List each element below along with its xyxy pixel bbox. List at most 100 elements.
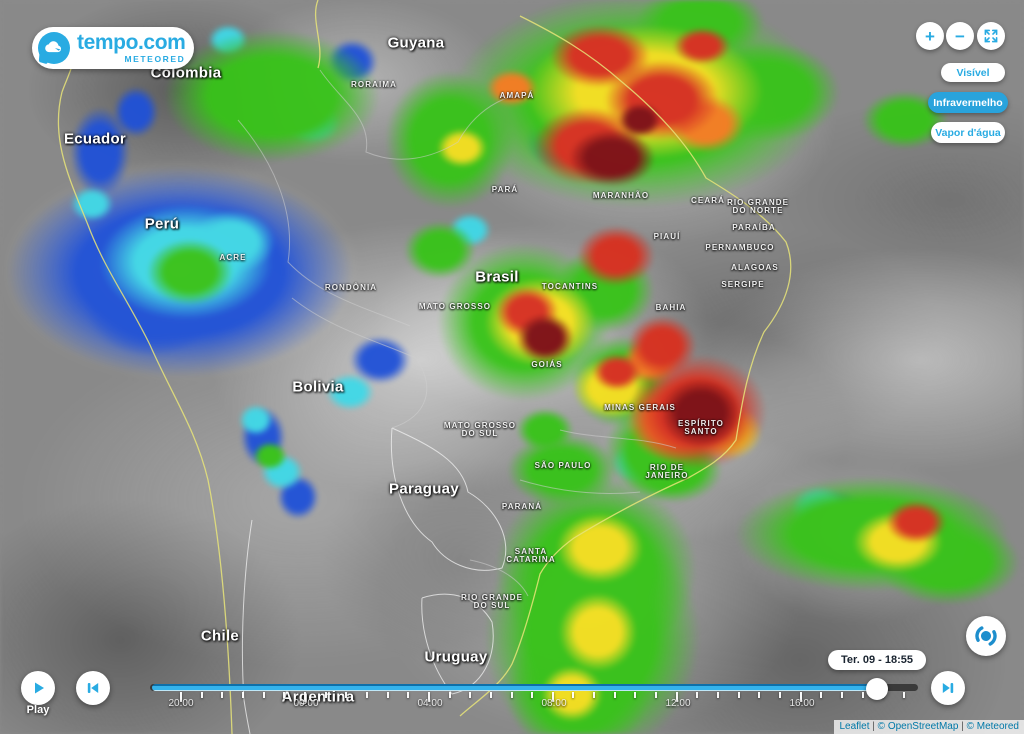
timeline-minor-tick [241, 692, 244, 698]
skip-to-end-icon [942, 683, 954, 693]
timeline-major-tick [799, 692, 802, 702]
timeline-minor-tick [634, 692, 637, 698]
timeline-minor-tick [200, 692, 203, 698]
timeline-minor-tick [221, 692, 224, 698]
country-label: Argentina [281, 688, 355, 706]
state-label: RIO GRANDE DO SUL [460, 593, 524, 610]
timeline-tick-label: 04:00 [417, 698, 443, 709]
country-label: Perú [144, 215, 180, 233]
country-label: Brasil [475, 268, 519, 286]
play-icon [35, 682, 44, 694]
state-label: RIO DE JANEIRO [645, 463, 689, 480]
timeline-tick-label: 20:00 [168, 698, 194, 709]
state-label: CEARÁ [691, 196, 725, 205]
state-label: PERNAMBUCO [705, 243, 775, 252]
skip-to-start-icon [87, 683, 99, 693]
play-button[interactable] [21, 671, 55, 705]
country-label: Chile [200, 627, 240, 645]
layer-button-infrared[interactable]: Infravermelho [928, 92, 1008, 113]
timeline-minor-tick [593, 692, 596, 698]
state-label: MARANHÃO [592, 191, 650, 200]
tempo-logo[interactable]: tempo.com METEORED [32, 27, 194, 69]
state-label: PIAUÍ [653, 232, 681, 241]
timeline-minor-tick [407, 692, 410, 698]
timeline-minor-tick [469, 692, 472, 698]
timeline-minor-tick [448, 692, 451, 698]
timeline-minor-tick [717, 692, 720, 698]
layer-button-visible[interactable]: Visível [941, 63, 1005, 82]
brand-name: tempo.com [77, 31, 186, 55]
country-label: Guyana [387, 34, 445, 52]
skip-to-start-button[interactable] [76, 671, 110, 705]
state-label: MINAS GERAIS [604, 403, 676, 412]
layer-button-water-vapor[interactable]: Vapor d'água [931, 122, 1005, 143]
time-tooltip: Ter. 09 - 18:55 [828, 650, 926, 670]
meteored-link[interactable]: © Meteored [966, 721, 1019, 732]
timeline-minor-tick [902, 692, 905, 698]
minus-icon: − [955, 26, 965, 46]
openstreetmap-link[interactable]: © OpenStreetMap [877, 721, 959, 732]
timeline-handle[interactable] [866, 678, 888, 700]
cloud-speech-bubble-icon [38, 32, 70, 64]
brand-subtitle: METEORED [124, 54, 186, 65]
timeline-minor-tick [531, 692, 534, 698]
state-label: MATO GROSSO DO SUL [443, 421, 517, 438]
state-label: GOIÁS [531, 360, 563, 369]
timeline-track[interactable] [150, 684, 918, 691]
timeline-tick-label: 00:00 [293, 698, 319, 709]
timeline-minor-tick [861, 692, 864, 698]
state-label: TOCANTINS [541, 282, 599, 291]
state-label: ESPÍRITO SANTO [678, 419, 724, 436]
timeline-minor-tick [758, 692, 761, 698]
timeline-minor-tick [510, 692, 513, 698]
timeline-minor-tick [696, 692, 699, 698]
leaflet-attribution: Leaflet | © OpenStreetMap | © Meteored [834, 720, 1024, 734]
timeline-minor-tick [779, 692, 782, 698]
state-label: SÃO PAULO [534, 461, 592, 470]
timeline-minor-tick [613, 692, 616, 698]
hurricane-swirl-icon [975, 626, 997, 646]
state-label: PARANÁ [501, 502, 543, 511]
timeline-minor-tick [572, 692, 575, 698]
plus-icon: + [925, 26, 935, 46]
attribution-separator: | [872, 721, 875, 732]
leaflet-link[interactable]: Leaflet [839, 721, 870, 732]
play-label: Play [26, 704, 50, 716]
state-label: SERGIPE [721, 280, 765, 289]
zoom-in-button[interactable]: + [916, 22, 944, 50]
state-label: RONDÔNIA [324, 283, 378, 292]
state-label: PARÁ [491, 185, 519, 194]
timeline-major-tick [303, 692, 306, 702]
timeline-progress-fill [152, 684, 877, 691]
state-label: SANTA CATARINA [506, 547, 556, 564]
fullscreen-button[interactable] [977, 22, 1005, 50]
timeline-minor-tick [345, 692, 348, 698]
country-label: Uruguay [424, 648, 488, 666]
timeline-major-tick [427, 692, 430, 702]
state-label: ALAGOAS [731, 263, 779, 272]
brand-text: tempo.com METEORED [77, 31, 186, 65]
skip-to-end-button[interactable] [931, 671, 965, 705]
timeline-tick-label: 12:00 [665, 698, 691, 709]
timeline-minor-tick [489, 692, 492, 698]
timeline-minor-tick [820, 692, 823, 698]
attribution-separator: | [961, 721, 964, 732]
timeline-minor-tick [737, 692, 740, 698]
state-label: ACRE [219, 253, 247, 262]
state-label: AMAPÁ [499, 91, 535, 100]
country-label: Paraguay [389, 480, 459, 498]
timeline-minor-tick [365, 692, 368, 698]
timeline-tick-label: 08:00 [541, 698, 567, 709]
timeline-tick-label: 16:00 [789, 698, 815, 709]
storm-layer-button[interactable] [966, 616, 1006, 656]
timeline-minor-tick [386, 692, 389, 698]
expand-arrows-icon [984, 29, 998, 43]
zoom-out-button[interactable]: − [946, 22, 974, 50]
timeline-minor-tick [655, 692, 658, 698]
timeline-minor-tick [324, 692, 327, 698]
state-label: RORAIMA [351, 80, 397, 89]
timeline-minor-tick [283, 692, 286, 698]
